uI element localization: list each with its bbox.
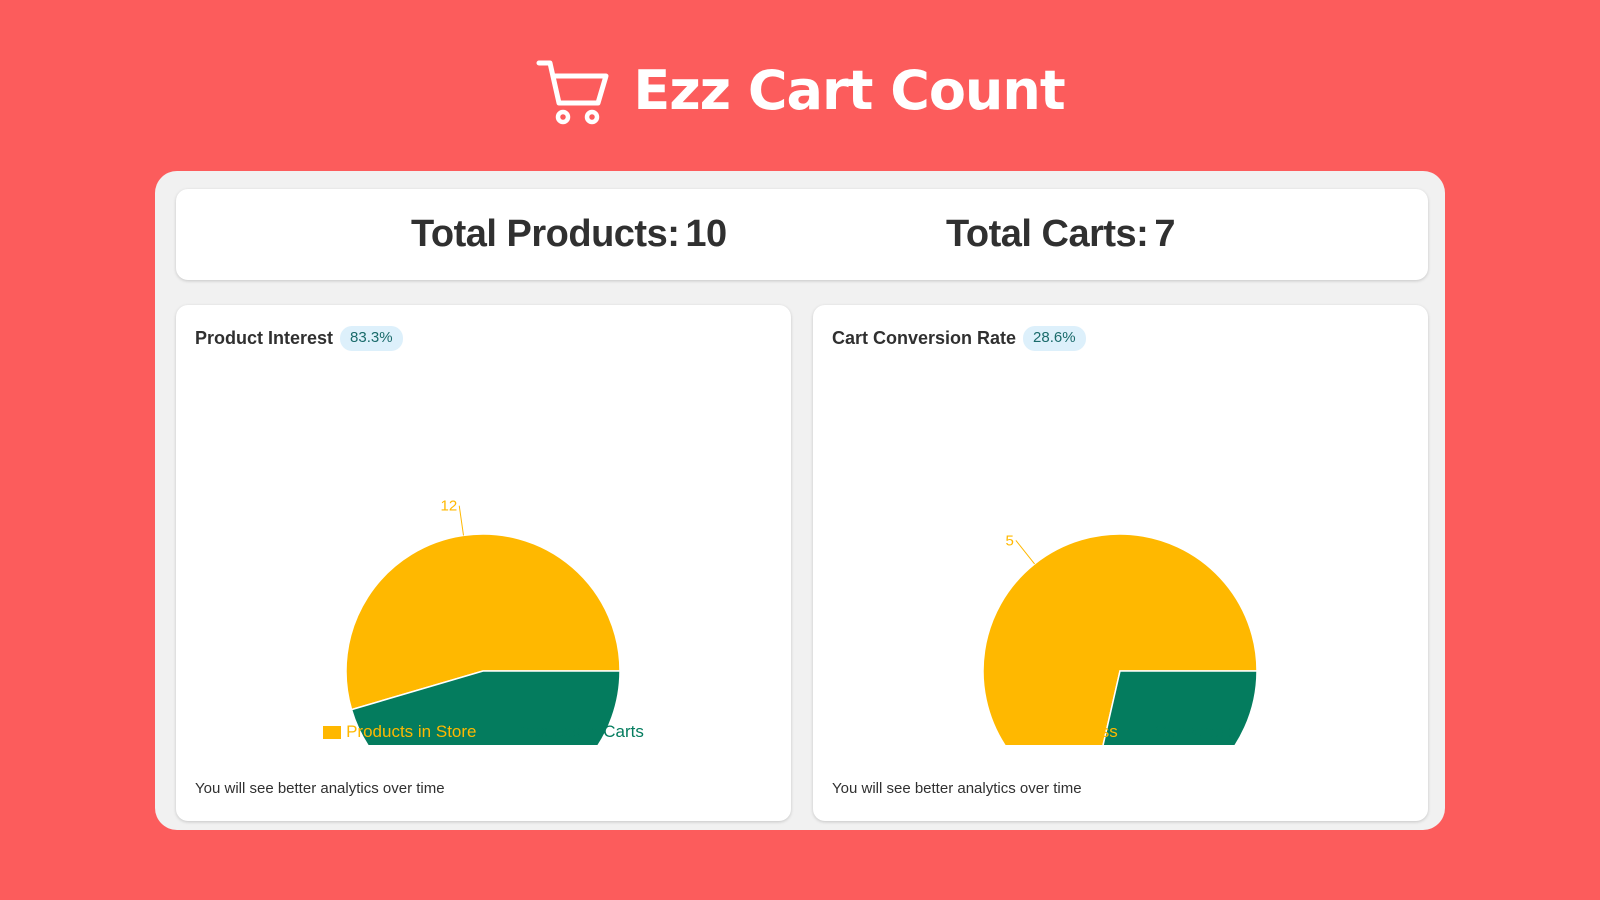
total-carts-value: 7 [1154, 213, 1175, 255]
pie-slice-products-in-store[interactable] [345, 533, 621, 711]
legend-label: Products in Carts [513, 722, 644, 741]
cart-conversion-title: Cart Conversion Rate [832, 327, 1017, 348]
legend-item-in-progress[interactable]: In Progress [1007, 722, 1118, 742]
cart-conversion-legend: In Progress Converted [813, 722, 1428, 742]
legend-item-converted[interactable]: Converted [1131, 722, 1234, 742]
product-interest-footnote: You will see better analytics over time [195, 780, 445, 797]
total-products: Total Products: 10 [411, 189, 727, 280]
product-interest-legend: Products in Store Products in Carts [176, 722, 791, 742]
legend-swatch [490, 725, 509, 739]
pie-value-label: 12 [441, 498, 458, 515]
total-products-label: Total Products: [411, 213, 680, 255]
cart-conversion-footnote: You will see better analytics over time [832, 780, 1082, 797]
legend-swatch [1007, 725, 1026, 739]
product-interest-badge: 83.3% [340, 326, 403, 351]
legend-swatch [323, 725, 342, 739]
shopping-cart-icon [536, 60, 609, 125]
pie-leader-line [458, 505, 464, 536]
cart-conversion-header: Cart Conversion Rate 28.6% [832, 326, 1086, 351]
product-interest-title: Product Interest [195, 327, 334, 348]
cart-conversion-card: Cart Conversion Rate 28.6% 52 In Progres… [813, 305, 1428, 821]
pie-value-label: 5 [1006, 532, 1014, 549]
pie-slice-products-in-carts[interactable] [350, 670, 621, 745]
product-interest-header: Product Interest 83.3% [195, 326, 403, 351]
app-header: Ezz Cart Count [0, 46, 1600, 136]
legend-label: Converted [1154, 722, 1234, 741]
total-carts: Total Carts: 7 [946, 189, 1175, 280]
totals-card: Total Products: 10 Total Carts: 7 [176, 189, 1428, 280]
brand-title: Ezz Cart Count [633, 59, 1065, 122]
legend-label: Products in Store [346, 722, 477, 741]
legend-item-products-in-carts[interactable]: Products in Carts [490, 722, 644, 742]
cart-conversion-pie: 52 [982, 532, 1258, 745]
legend-label: In Progress [1030, 722, 1118, 741]
cart-conversion-badge: 28.6% [1023, 326, 1086, 351]
legend-item-products-in-store[interactable]: Products in Store [323, 722, 477, 742]
total-products-value: 10 [685, 213, 727, 255]
product-interest-pie: 1210 [345, 498, 621, 745]
total-carts-label: Total Carts: [946, 213, 1149, 255]
dashboard-panel: Total Products: 10 Total Carts: 7 Produc… [155, 171, 1445, 830]
legend-swatch [1131, 725, 1150, 739]
pie-leader-line [1015, 540, 1035, 565]
product-interest-card: Product Interest 83.3% 1210 Products in … [176, 305, 791, 821]
